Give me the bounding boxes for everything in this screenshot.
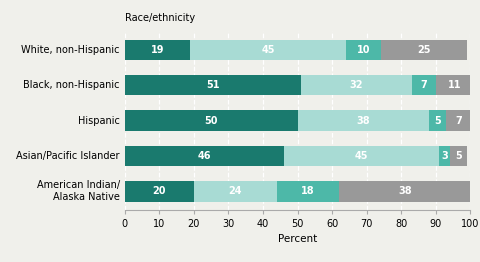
Bar [346,40,381,60]
Text: 10: 10 [357,45,370,55]
Text: 7: 7 [455,116,462,125]
Bar [298,110,429,131]
Text: 32: 32 [349,80,363,90]
Bar [429,110,446,131]
Text: 50: 50 [204,116,218,125]
Bar [436,75,474,95]
Bar [412,75,436,95]
Text: 24: 24 [228,186,242,196]
Text: 7: 7 [420,80,427,90]
X-axis label: Percent: Percent [278,234,317,244]
Text: 51: 51 [206,80,220,90]
Text: 18: 18 [301,186,315,196]
Text: 3: 3 [441,151,448,161]
Text: 38: 38 [398,186,411,196]
Text: 45: 45 [262,45,275,55]
Bar [125,40,191,60]
Bar [439,146,450,166]
Text: 45: 45 [355,151,368,161]
Text: 25: 25 [417,45,431,55]
Bar [191,40,346,60]
Bar [125,181,194,201]
Text: Race/ethnicity: Race/ethnicity [125,13,195,23]
Text: 38: 38 [357,116,370,125]
Text: 19: 19 [151,45,164,55]
Text: 11: 11 [448,80,462,90]
Bar [125,75,301,95]
Text: 20: 20 [153,186,166,196]
Bar [301,75,412,95]
Bar [450,146,467,166]
Bar [125,110,298,131]
Text: 5: 5 [434,116,441,125]
Bar [446,110,470,131]
Bar [381,40,467,60]
Bar [125,146,284,166]
Bar [284,146,439,166]
Bar [339,181,470,201]
Bar [277,181,339,201]
Bar [194,181,277,201]
Text: 5: 5 [455,151,462,161]
Text: 46: 46 [198,151,211,161]
